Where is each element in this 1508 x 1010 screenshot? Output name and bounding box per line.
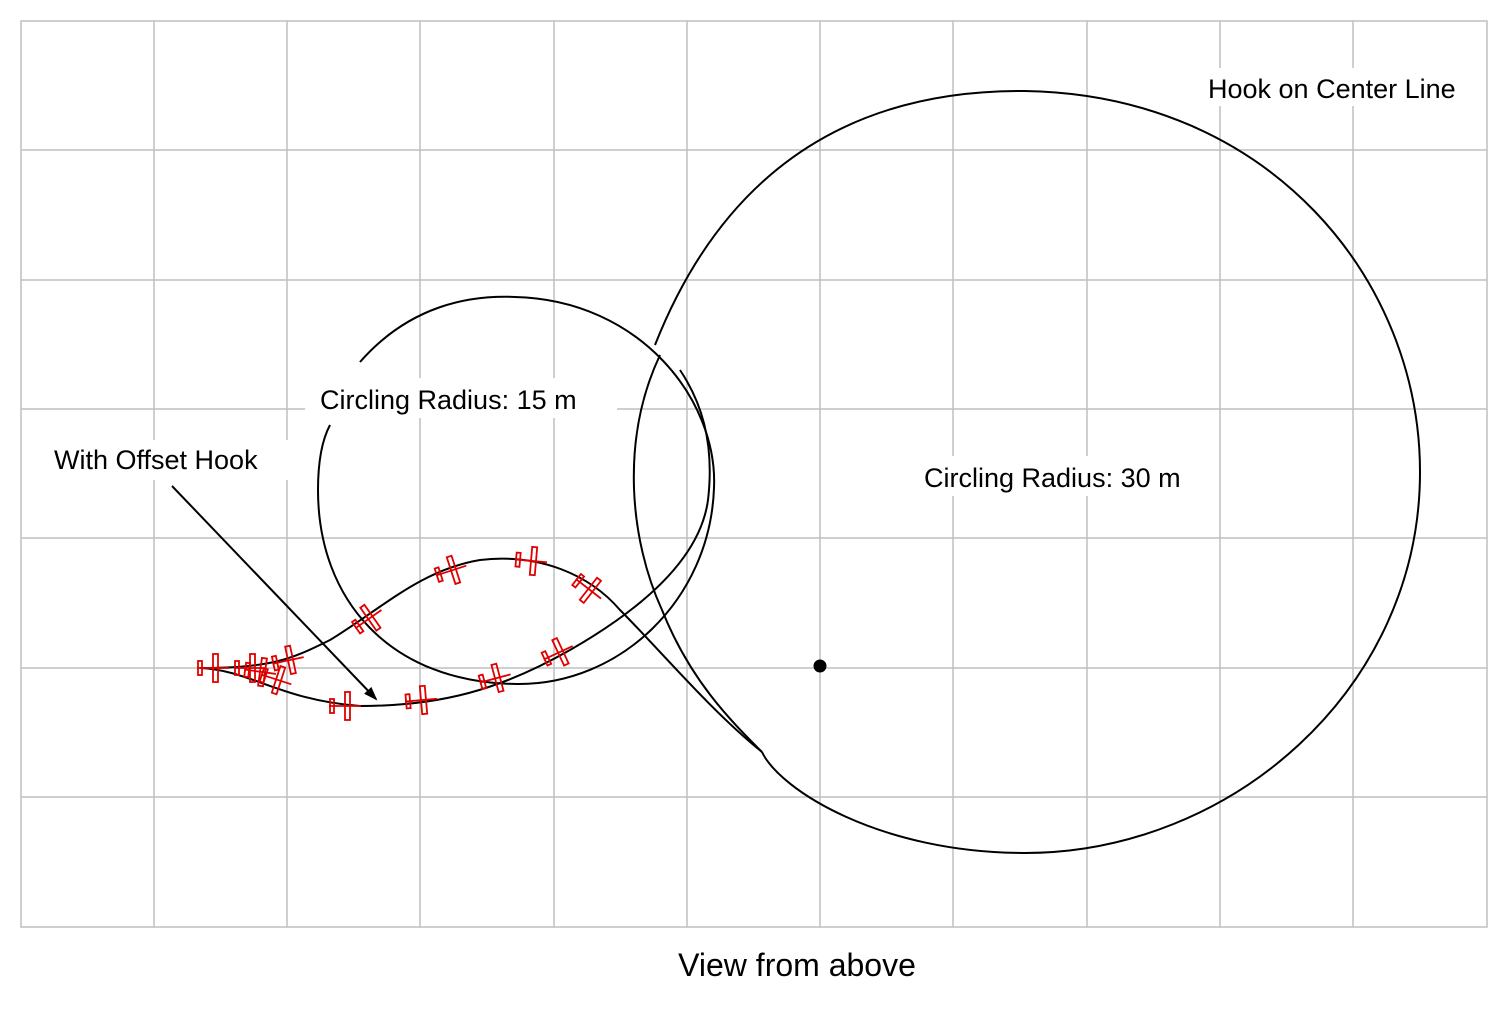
circle-radius-15 — [316, 295, 716, 686]
flight-paths — [199, 369, 763, 753]
aircraft-icon — [433, 554, 467, 586]
aircraft-icon — [571, 572, 603, 605]
center-point — [813, 659, 827, 673]
aircraft-markers — [197, 545, 603, 721]
label-with-offset-hook: With Offset Hook — [54, 445, 258, 475]
offset-hook-arrow — [171, 485, 378, 701]
grid — [20, 20, 1488, 928]
aircraft-icon — [477, 662, 511, 694]
upper-trajectory — [199, 557, 763, 753]
label-circling-radius-30: Circling Radius: 30 m — [924, 463, 1181, 493]
aircraft-icon — [197, 653, 229, 683]
aircraft-icon — [514, 545, 548, 577]
aircraft-icon — [258, 664, 292, 696]
label-circling-radius-15: Circling Radius: 15 m — [320, 385, 577, 415]
aircraft-icon — [540, 636, 574, 667]
aircraft-icon — [243, 656, 276, 688]
aircraft-icon — [270, 644, 304, 676]
lower-trajectory — [199, 369, 711, 708]
aircraft-icon — [404, 684, 438, 716]
aircraft-icon — [329, 691, 361, 721]
circle-radius-30 — [632, 89, 1422, 855]
aircraft-icon — [350, 603, 382, 635]
caption: View from above — [678, 947, 916, 983]
label-hook-on-center-line: Hook on Center Line — [1208, 74, 1456, 104]
